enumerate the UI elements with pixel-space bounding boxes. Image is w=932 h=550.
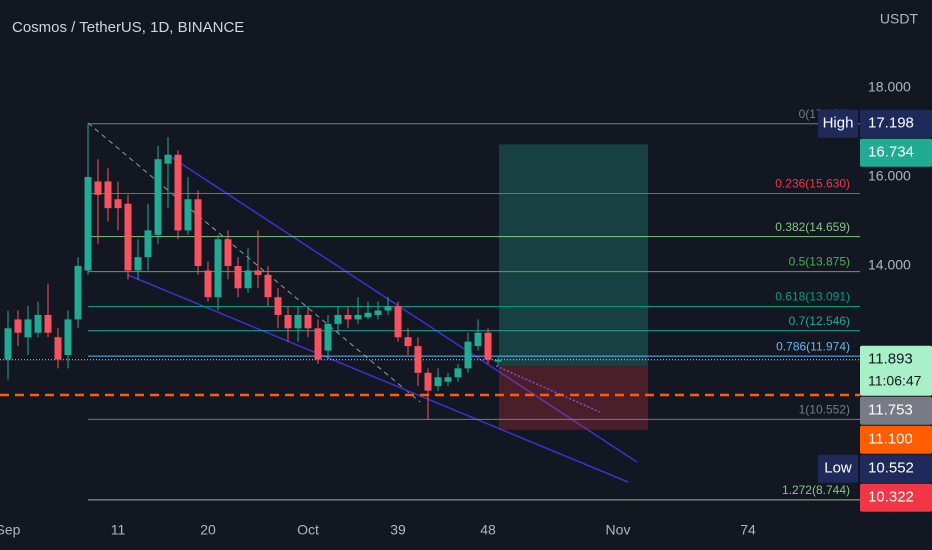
price-badge-value: 11.100 bbox=[868, 431, 913, 448]
fib-label: 0.618(13.091) bbox=[775, 290, 850, 304]
candle-body bbox=[74, 266, 82, 320]
candle-body bbox=[364, 312, 372, 318]
candle-body bbox=[494, 359, 502, 362]
fib-label: 0.382(14.659) bbox=[775, 220, 850, 234]
price-badge-value: 16.734 bbox=[868, 144, 914, 161]
x-tick-label: 11 bbox=[111, 522, 126, 538]
candle-body bbox=[224, 239, 232, 267]
price-tag-label: High bbox=[823, 115, 854, 132]
candle-body bbox=[44, 314, 52, 333]
candle-body bbox=[214, 239, 222, 298]
candle-body bbox=[414, 346, 422, 373]
price-badge-value: 17.198 bbox=[868, 115, 914, 132]
fib-label: 0.5(13.875) bbox=[789, 255, 850, 269]
trend-line bbox=[87, 122, 421, 403]
candle-body bbox=[184, 199, 192, 231]
x-tick-label: 48 bbox=[480, 522, 496, 538]
price-tag-label: Low bbox=[824, 460, 852, 477]
price-badge-value: 11.753 bbox=[868, 402, 913, 419]
price-axis: 18.000 16.000 14.000 Sep 11 20 Oct 39 48 Nov 74 17.… bbox=[0, 79, 932, 538]
price-badge bbox=[860, 138, 932, 167]
channel-upper bbox=[167, 154, 638, 463]
price-badge bbox=[860, 109, 932, 138]
x-tick-label: Nov bbox=[606, 522, 631, 538]
y-tick-label: 16.000 bbox=[868, 168, 911, 184]
candle-body bbox=[454, 368, 462, 378]
candle-body bbox=[4, 328, 12, 360]
candle-body bbox=[234, 266, 242, 289]
candle-body bbox=[374, 310, 382, 315]
candle-body bbox=[444, 377, 452, 382]
price-badge-value: 10.552 bbox=[868, 460, 914, 477]
candle-body bbox=[64, 319, 72, 356]
candle-body bbox=[334, 314, 342, 324]
price-badge-value: 11.893 bbox=[868, 351, 913, 368]
x-tick-label: 20 bbox=[200, 522, 216, 538]
stop-zone bbox=[499, 365, 648, 430]
candle-body bbox=[344, 314, 352, 320]
candle-body bbox=[174, 154, 182, 231]
candle-body bbox=[394, 306, 402, 338]
candle-body bbox=[304, 314, 312, 329]
price-badge bbox=[860, 425, 932, 454]
candle-body bbox=[194, 199, 202, 267]
candle-body bbox=[124, 203, 132, 271]
candle-body bbox=[14, 319, 22, 333]
candle-body bbox=[384, 306, 392, 311]
candle-body bbox=[354, 314, 362, 320]
candle-body bbox=[134, 257, 142, 271]
candle-body bbox=[164, 154, 172, 164]
candle-body bbox=[314, 328, 322, 360]
projection-line bbox=[495, 365, 601, 413]
candle-body bbox=[114, 199, 122, 209]
fib-label: 1.272(8.744) bbox=[782, 483, 850, 497]
candle-body bbox=[144, 230, 152, 258]
candle-body bbox=[294, 314, 302, 329]
x-tick-label: Oct bbox=[297, 522, 319, 538]
fib-label: 0.7(12.546) bbox=[789, 314, 850, 328]
chart-title: Cosmos / TetherUS, 1D, BINANCE bbox=[12, 19, 244, 36]
candle-body bbox=[404, 337, 412, 347]
candle-body bbox=[154, 159, 162, 235]
candle-body bbox=[244, 270, 252, 289]
candle-body bbox=[274, 297, 282, 315]
fib-label: 0.786(11.974) bbox=[776, 339, 850, 353]
candle-body bbox=[434, 377, 442, 387]
candle-body bbox=[284, 314, 292, 329]
candle-body bbox=[324, 323, 332, 351]
target-zone bbox=[499, 144, 648, 366]
y-tick-label: 14.000 bbox=[868, 257, 911, 273]
candle-body bbox=[254, 270, 262, 275]
y-tick-label: 18.000 bbox=[868, 79, 911, 95]
price-tag bbox=[818, 109, 858, 138]
x-tick-label: 39 bbox=[390, 522, 406, 538]
channel-lower bbox=[127, 274, 629, 483]
candle-body bbox=[264, 274, 272, 298]
candle-body bbox=[104, 181, 112, 209]
candle-body bbox=[34, 314, 42, 333]
price-badge-value: 10.322 bbox=[868, 489, 914, 506]
candle-body bbox=[424, 372, 432, 391]
candle-body bbox=[94, 181, 102, 195]
price-badge bbox=[860, 483, 932, 512]
price-badge bbox=[860, 396, 932, 425]
countdown: 11:06:47 bbox=[868, 372, 922, 388]
fib-label: 0.236(15.630) bbox=[775, 177, 850, 191]
price-tag bbox=[818, 454, 858, 483]
candle-body bbox=[474, 332, 482, 347]
candle-body bbox=[204, 270, 212, 298]
candle-body bbox=[24, 319, 32, 338]
price-badge bbox=[860, 345, 932, 396]
currency: USDT bbox=[880, 11, 919, 27]
price-badge bbox=[860, 454, 932, 483]
candle-body bbox=[464, 341, 472, 369]
candle-body bbox=[484, 332, 492, 360]
fib-label: 1(10.552) bbox=[799, 403, 850, 417]
candle-body bbox=[54, 337, 62, 360]
x-tick-label: 74 bbox=[740, 522, 756, 538]
x-tick-label: Sep bbox=[0, 522, 21, 538]
candle-body bbox=[84, 177, 92, 271]
